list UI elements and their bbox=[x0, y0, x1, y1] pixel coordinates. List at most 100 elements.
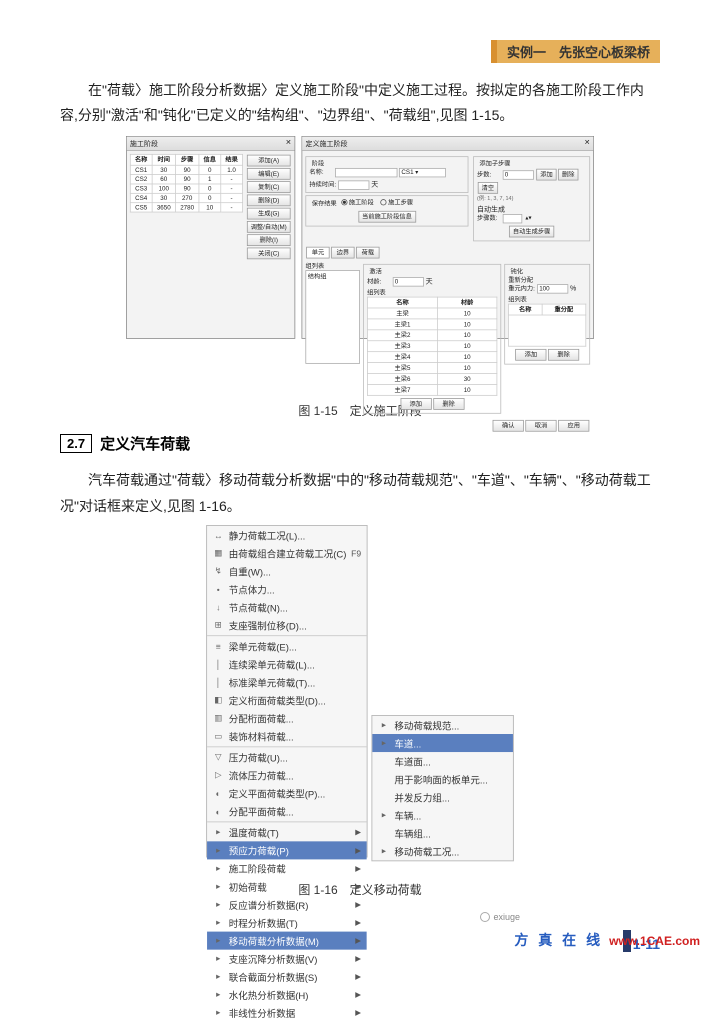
radio-step[interactable]: 施工步骤 bbox=[380, 198, 413, 207]
submenu-item[interactable]: 并发反力组... bbox=[373, 788, 514, 806]
title-text: 施工阶段 bbox=[130, 139, 158, 149]
spinner-icon[interactable]: ▴▾ bbox=[524, 214, 536, 223]
stage-table: 名称时间步骤信息结果 CS1309001.0CS260901-CS3100900… bbox=[130, 154, 243, 213]
menu-label: 梁单元荷载(E)... bbox=[229, 639, 297, 653]
button[interactable]: 调整/自动(M) bbox=[247, 221, 291, 233]
menu-item[interactable]: ▸施工阶段荷载▶ bbox=[207, 859, 367, 877]
chevron-right-icon: ▶ bbox=[355, 972, 361, 981]
button[interactable]: 添加(A) bbox=[247, 155, 291, 167]
menu-item[interactable]: │标准梁单元荷载(T)... bbox=[207, 673, 367, 691]
label: 材龄: bbox=[367, 278, 390, 287]
menu-icon: │ bbox=[213, 676, 224, 687]
auto-gen-button[interactable]: 自动生成步骤 bbox=[509, 226, 554, 238]
menu-item[interactable]: ▸非线性分析数据▶ bbox=[207, 1004, 367, 1022]
brand-url: www.1CAE.com bbox=[609, 934, 700, 948]
duration-input[interactable] bbox=[338, 181, 369, 190]
menu-item[interactable]: ◐分配平面荷载... bbox=[207, 802, 367, 820]
page-footer: exiuge 1-11 方 真 在 线 www.1CAE.com bbox=[60, 912, 660, 952]
section-number: 2.7 bbox=[60, 434, 92, 453]
menu-icon: ↓ bbox=[213, 601, 224, 612]
deactivate-group: 钝化 重新分配 重元内力: 100 % 组列表 名称重分配 添加删除 bbox=[504, 264, 590, 365]
group-listbox[interactable]: 结构组 bbox=[305, 271, 360, 365]
menu-label: 静力荷载工况(L)... bbox=[229, 528, 306, 542]
radio-stage[interactable]: 施工阶段 bbox=[341, 198, 374, 207]
menu-icon: ▸ bbox=[213, 989, 224, 1000]
stepnum-input[interactable] bbox=[502, 214, 522, 223]
dialog-footer-buttons: 确认取消应用 bbox=[305, 419, 590, 432]
page-header: 实例一 先张空心板梁桥 bbox=[60, 40, 660, 62]
menu-icon: ▸ bbox=[378, 809, 389, 820]
menu-item[interactable]: ↯自重(W)... bbox=[207, 562, 367, 580]
dialog-button[interactable]: 确认 bbox=[493, 420, 524, 432]
chevron-right-icon: ▶ bbox=[355, 954, 361, 963]
menu-item[interactable]: ≡ 梁单元荷载(E)... bbox=[207, 637, 367, 655]
menu-item[interactable]: ⊞支座强制位移(D)... bbox=[207, 616, 367, 634]
menu-item[interactable]: ▸水化热分析数据(H)▶ bbox=[207, 986, 367, 1004]
menu-item[interactable]: ▦由荷载组合建立荷载工况(C)F9 bbox=[207, 544, 367, 562]
menu-item[interactable]: ▸初始荷载▶ bbox=[207, 877, 367, 895]
submenu-item[interactable]: ▸移动荷载工况... bbox=[373, 842, 514, 860]
stage-combo[interactable]: CS1 ▾ bbox=[399, 168, 446, 177]
deactivate-table: 名称重分配 bbox=[508, 304, 586, 347]
tabs: 单元边界荷载 bbox=[305, 246, 590, 259]
example-text: (例: 1, 3, 7, 14) bbox=[477, 195, 586, 203]
button[interactable]: 复制(C) bbox=[247, 182, 291, 194]
menu-icon: ≡ bbox=[213, 640, 224, 651]
tab[interactable]: 边界 bbox=[331, 247, 354, 259]
menu-item[interactable]: ▭装饰材料荷载... bbox=[207, 727, 367, 745]
submenu-item[interactable]: ▸移动荷载规范... bbox=[373, 716, 514, 734]
name-input[interactable] bbox=[335, 168, 397, 177]
menu-label: 水化热分析数据(H) bbox=[229, 987, 309, 1001]
group-title: 保存结果 bbox=[309, 200, 339, 209]
menu-label: 初始荷载 bbox=[229, 879, 267, 893]
menu-label: 节点荷载(N)... bbox=[229, 600, 288, 614]
menu-icon: ◧ bbox=[213, 694, 224, 705]
stage-info-button[interactable]: 当前施工阶段信息 bbox=[358, 211, 416, 223]
menu-item[interactable]: ↓ 节点荷载(N)... bbox=[207, 598, 367, 616]
submenu-item[interactable]: 用于影响面的板单元... bbox=[373, 770, 514, 788]
menu-item[interactable]: ▸温度荷载(T)▶ bbox=[207, 823, 367, 841]
menu-item[interactable]: ▸预应力荷载(P)▶ bbox=[207, 841, 367, 859]
close-icon[interactable]: ✕ bbox=[584, 139, 590, 149]
menu-icon bbox=[378, 827, 389, 838]
button[interactable]: 删除(I) bbox=[247, 235, 291, 247]
button[interactable]: 删除(D) bbox=[247, 195, 291, 207]
menu-item[interactable]: ◐定义平面荷载类型(P)... bbox=[207, 784, 367, 802]
menu-icon: ▭ bbox=[213, 730, 224, 741]
submenu-item[interactable]: ▸车辆... bbox=[373, 806, 514, 824]
menu-item[interactable]: │连续梁单元荷载(L)... bbox=[207, 655, 367, 673]
menu-item[interactable]: ▸联合截面分析数据(S)▶ bbox=[207, 967, 367, 985]
submenu-item[interactable]: 车道面... bbox=[373, 752, 514, 770]
step-input[interactable]: 0 bbox=[502, 170, 533, 179]
menu-icon: ▸ bbox=[213, 899, 224, 910]
menu-item[interactable]: ▸反应谱分析数据(R)▶ bbox=[207, 895, 367, 913]
window-title: 施工阶段 ✕ bbox=[127, 137, 295, 151]
tab[interactable]: 荷载 bbox=[356, 247, 379, 259]
dialog-button[interactable]: 应用 bbox=[558, 420, 589, 432]
button[interactable]: 生成(G) bbox=[247, 208, 291, 220]
menu-label: 预应力荷载(P) bbox=[229, 843, 289, 857]
section-title: 定义汽车荷载 bbox=[100, 433, 190, 454]
button[interactable]: 编辑(E) bbox=[247, 168, 291, 180]
side-buttons: 添加(A)编辑(E) 复制(C)删除(D)生成(G)调整/自动(M) 删除(I)关闭… bbox=[246, 154, 291, 260]
menu-item[interactable]: •节点体力... bbox=[207, 580, 367, 598]
force-input[interactable]: 100 bbox=[537, 285, 568, 294]
window-title: 定义施工阶段 ✕ bbox=[302, 137, 593, 151]
life-input[interactable]: 0 bbox=[392, 277, 423, 286]
menu-icon: ▷ bbox=[213, 769, 224, 780]
submenu-item[interactable]: ▸车道... bbox=[373, 734, 514, 752]
menu-item[interactable]: ▥分配桁面荷载... bbox=[207, 709, 367, 727]
menu-item[interactable]: ▽压力荷载(U)... bbox=[207, 748, 367, 766]
menu-item[interactable]: ↔静力荷载工况(L)... bbox=[207, 526, 367, 544]
tab[interactable]: 单元 bbox=[306, 247, 329, 259]
menu-item[interactable]: ▷流体压力荷载... bbox=[207, 766, 367, 784]
close-icon[interactable]: ✕ bbox=[286, 139, 292, 149]
label: 步骤数: bbox=[477, 215, 500, 224]
menu-item[interactable]: ◧定义桁面荷载类型(D)... bbox=[207, 691, 367, 709]
dialog-button[interactable]: 取消 bbox=[525, 420, 556, 432]
menu-item[interactable]: ▸支座沉降分析数据(V)▶ bbox=[207, 949, 367, 967]
menu-icon: ↯ bbox=[213, 565, 224, 576]
submenu-item[interactable]: 车辆组... bbox=[373, 824, 514, 842]
button[interactable]: 关闭(C) bbox=[247, 248, 291, 260]
label: 天 bbox=[426, 278, 433, 286]
